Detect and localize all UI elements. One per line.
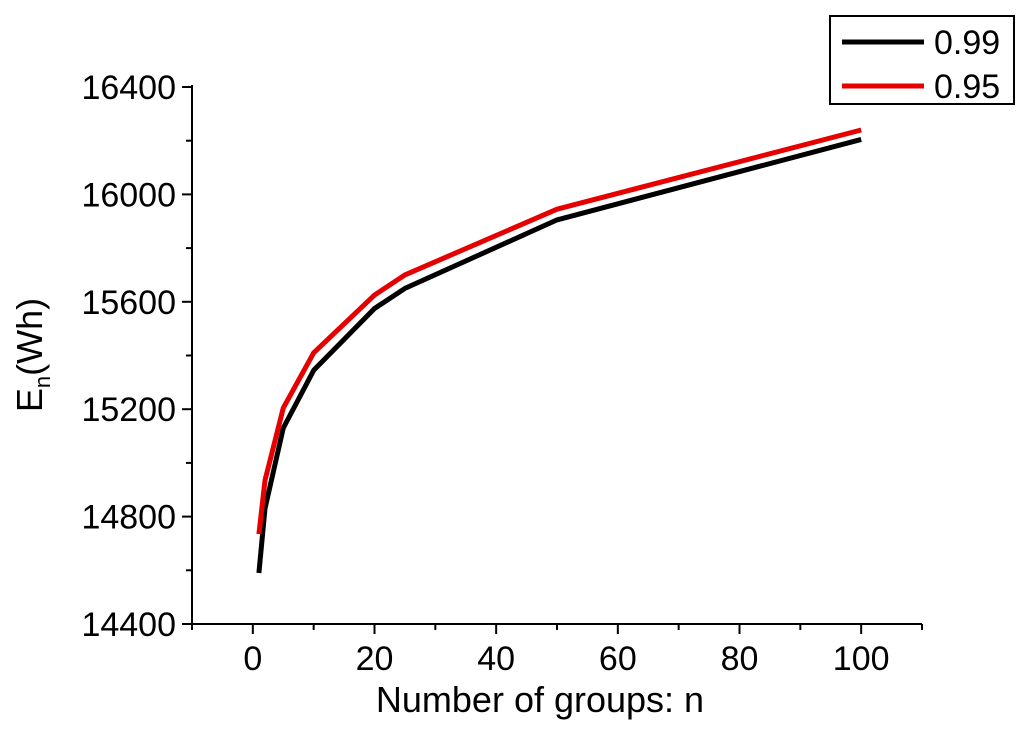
x-tick-label: 0 [243, 640, 262, 678]
y-axis-title: En(Wh) [9, 298, 55, 412]
x-tick-label: 60 [599, 640, 637, 678]
legend-label-1: 0.95 [934, 68, 1000, 106]
y-axis-title-subscript: n [30, 376, 55, 388]
series-line-0 [256, 136, 862, 574]
x-tick-label: 20 [356, 640, 394, 678]
legend-box [829, 15, 1015, 105]
series-line-1 [256, 127, 862, 535]
y-tick-label: 15200 [81, 391, 176, 429]
y-tick-label: 16000 [81, 176, 176, 214]
y-tick-label: 14800 [81, 499, 176, 537]
y-tick-label: 14400 [81, 606, 176, 644]
y-tick-label: 15600 [81, 284, 176, 322]
series-lines [256, 127, 862, 574]
svg-text:En(Wh): En(Wh) [9, 298, 55, 412]
x-axis-ticks: 0 20 40 60 80 100 [191, 624, 923, 678]
x-tick-label: 80 [721, 640, 759, 678]
y-axis-title-unit: (Wh) [9, 298, 50, 376]
legend-label-0: 0.99 [934, 24, 1000, 62]
y-axis-ticks: 14400 14800 15200 15600 16000 16400 [81, 69, 192, 644]
y-tick-label: 16400 [81, 69, 176, 107]
legend: 0.99 0.95 [829, 15, 1015, 106]
axes [191, 85, 922, 625]
x-axis-title: Number of groups: n [376, 679, 704, 720]
y-axis-title-main: E [9, 388, 50, 412]
x-tick-label: 100 [833, 640, 890, 678]
x-tick-label: 40 [477, 640, 515, 678]
